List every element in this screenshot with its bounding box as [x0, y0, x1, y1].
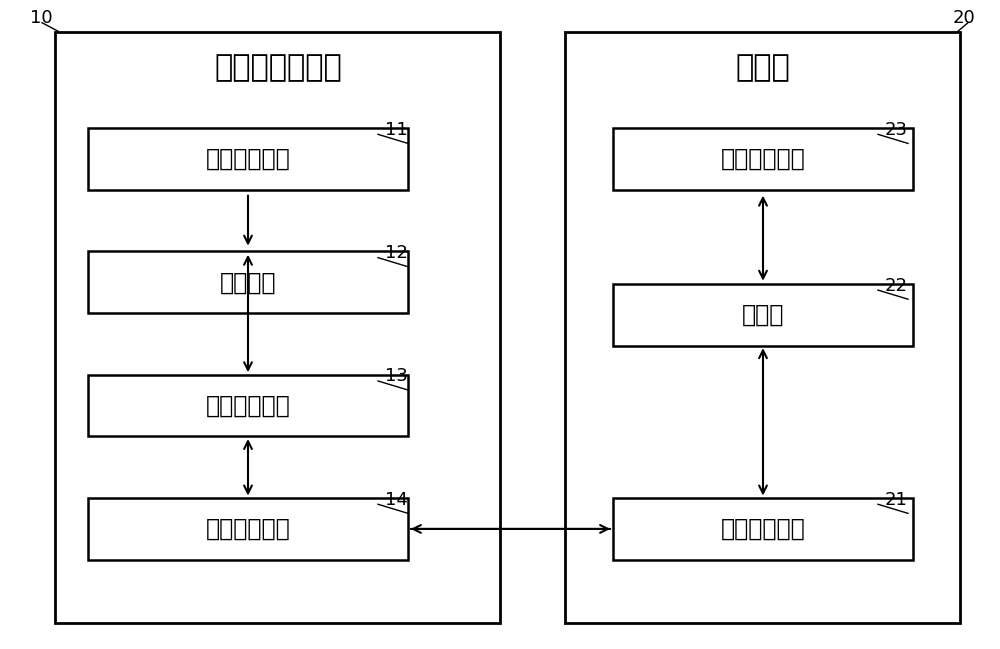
Bar [613, 284, 913, 345]
Text: 可携式电子装置: 可携式电子装置 [214, 54, 342, 82]
Text: 第二通讯单元: 第二通讯单元 [721, 517, 805, 541]
Text: 第一运算单元: 第一运算单元 [206, 394, 290, 417]
Text: 20: 20 [952, 9, 975, 27]
Bar [88, 129, 408, 190]
Text: 10: 10 [30, 9, 53, 27]
Bar [88, 498, 408, 559]
Bar [88, 375, 408, 436]
Bar [55, 32, 500, 623]
Text: 23: 23 [885, 121, 908, 139]
Bar [88, 252, 408, 313]
Bar [613, 129, 913, 190]
Text: 21: 21 [885, 491, 908, 509]
Text: 14: 14 [385, 491, 408, 509]
Text: 13: 13 [385, 367, 408, 386]
Bar [613, 498, 913, 559]
Bar [565, 32, 960, 623]
Text: 服务器: 服务器 [736, 54, 790, 82]
Text: 影像拍摄单元: 影像拍摄单元 [206, 147, 290, 171]
Text: 11: 11 [385, 121, 408, 139]
Text: 显示单元: 显示单元 [220, 271, 276, 294]
Text: 22: 22 [885, 276, 908, 295]
Text: 12: 12 [385, 244, 408, 262]
Text: 第二运算单元: 第二运算单元 [721, 147, 805, 171]
Text: 数据库: 数据库 [742, 303, 784, 326]
Text: 第一通讯单元: 第一通讯单元 [206, 517, 290, 541]
